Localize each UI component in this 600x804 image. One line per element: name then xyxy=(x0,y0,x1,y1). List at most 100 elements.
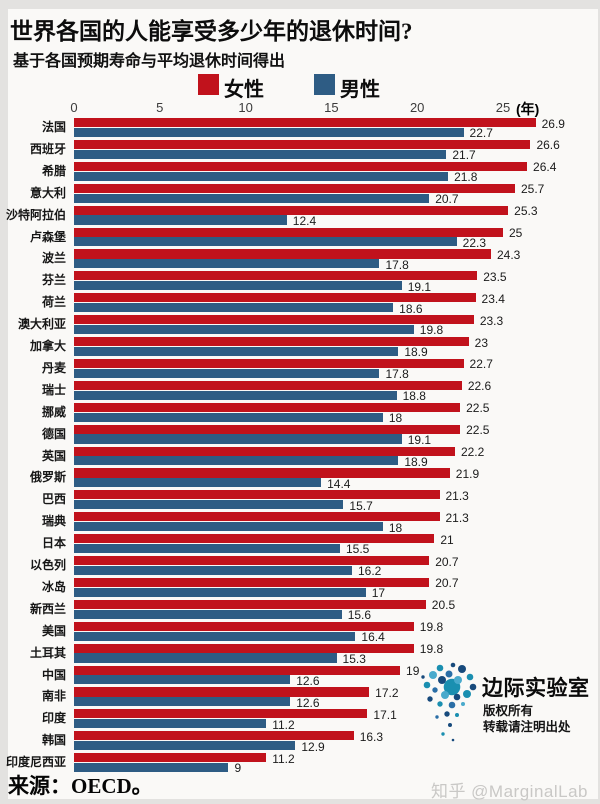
country-label: 美国 xyxy=(41,623,66,638)
bar-value-male: 18.6 xyxy=(399,301,423,316)
bar-male xyxy=(74,368,380,378)
bar-female xyxy=(74,643,414,653)
country-label: 印度 xyxy=(41,711,66,726)
country-label: 西班牙 xyxy=(29,141,66,156)
watermark-text: 知乎 @MarginalLab xyxy=(430,782,588,801)
bar-value-male: 22.3 xyxy=(462,235,487,250)
country-label: 意大利 xyxy=(29,185,66,200)
bar-female xyxy=(74,709,368,719)
country-label: 新西兰 xyxy=(29,601,66,616)
bar-value-male: 9 xyxy=(234,761,242,776)
bar-value-male: 19.1 xyxy=(407,279,432,294)
bar-value-female: 25.7 xyxy=(521,182,545,197)
bar-value-female: 11.2 xyxy=(272,751,295,766)
bar-value-female: 25 xyxy=(509,226,523,240)
bar-female xyxy=(74,402,461,412)
bar-female xyxy=(74,490,440,500)
bar-male xyxy=(74,697,291,707)
bar-male xyxy=(74,653,337,663)
bar-female xyxy=(74,599,426,609)
bar-female xyxy=(74,753,267,763)
publisher-logo: 边际实验室 版权所有 转载请注明出处 xyxy=(420,660,598,746)
country-label: 波兰 xyxy=(41,251,66,266)
bar-male xyxy=(74,478,322,488)
country-label: 法国 xyxy=(41,120,66,134)
bar-value-female: 17.2 xyxy=(375,685,399,700)
bar-value-male: 12.4 xyxy=(292,213,317,228)
bar-female xyxy=(74,512,440,522)
logo-copyright: 版权所有 xyxy=(483,704,534,718)
bar-value-male: 15.7 xyxy=(349,498,373,513)
bar-value-male: 16.2 xyxy=(357,564,382,579)
bar-value-male: 18.9 xyxy=(404,345,428,360)
bar-male xyxy=(74,259,380,269)
country-label: 印度尼西亚 xyxy=(5,755,66,770)
bar-male xyxy=(74,303,394,313)
bar-value-female: 22.7 xyxy=(469,357,493,372)
bar-value-female: 20.7 xyxy=(435,576,459,591)
bar-female xyxy=(74,687,370,697)
bar-female xyxy=(74,621,414,631)
bar-value-female: 26.9 xyxy=(541,116,565,131)
bar-value-male: 19.1 xyxy=(407,432,432,447)
country-label: 丹麦 xyxy=(41,360,66,375)
bar-value-male: 18 xyxy=(388,411,403,425)
bar-value-female: 20.7 xyxy=(435,554,459,569)
bar-male xyxy=(74,193,430,203)
country-label: 中国 xyxy=(41,667,66,682)
bar-female xyxy=(74,424,461,434)
country-label: 加拿大 xyxy=(29,339,66,353)
bar-value-male: 17 xyxy=(371,586,386,601)
logo-reprint-note: 转载请注明出处 xyxy=(483,720,571,734)
bar-female xyxy=(74,271,478,281)
bar-female xyxy=(74,139,531,150)
bar-male xyxy=(74,390,397,400)
country-label: 以色列 xyxy=(29,558,66,572)
bar-male xyxy=(74,543,340,554)
bar-value-female: 22.5 xyxy=(466,401,490,416)
country-label: 沙特阿拉伯 xyxy=(5,207,66,222)
bar-male xyxy=(74,127,464,137)
country-label: 希腊 xyxy=(41,163,66,178)
source-note: 来源：OECD。 xyxy=(8,774,153,798)
bar-value-female: 19 xyxy=(406,664,420,678)
bar-value-male: 20.7 xyxy=(435,192,459,206)
bar-male xyxy=(74,522,383,532)
bar-value-female: 19.8 xyxy=(419,620,444,635)
bar-male xyxy=(74,456,399,466)
bar-value-female: 26.4 xyxy=(533,160,557,175)
country-label: 挪威 xyxy=(41,404,66,419)
bar-value-female: 23 xyxy=(474,335,489,350)
bar-female xyxy=(74,183,515,193)
bar-value-female: 23.3 xyxy=(479,313,504,328)
bar-value-female: 19.8 xyxy=(419,642,444,657)
bar-male xyxy=(74,324,414,335)
country-label: 巴西 xyxy=(41,492,66,507)
bar-female xyxy=(74,293,476,303)
bar-male xyxy=(74,565,352,575)
bar-male xyxy=(74,719,267,729)
legend-label-female: 女性 xyxy=(224,79,264,101)
axis-tick: 10 xyxy=(238,100,253,115)
country-label: 瑞士 xyxy=(41,382,66,397)
bar-value-male: 17.8 xyxy=(385,367,409,382)
bar-value-male: 12.9 xyxy=(301,739,325,754)
country-label: 南非 xyxy=(41,689,66,704)
bar-value-female: 21.3 xyxy=(445,510,469,525)
bar-male xyxy=(74,171,449,181)
bar-male xyxy=(74,762,229,773)
bar-female xyxy=(74,468,450,478)
bar-value-female: 22.5 xyxy=(466,423,490,438)
axis-tick: 5 xyxy=(156,100,164,115)
bar-value-male: 14.4 xyxy=(327,476,351,491)
country-label: 澳大利亚 xyxy=(17,317,66,332)
country-label: 冰岛 xyxy=(41,579,66,594)
legend-swatch-male xyxy=(314,74,335,95)
bar-male xyxy=(74,741,296,751)
bar-value-female: 24.3 xyxy=(496,247,521,262)
bar-female xyxy=(74,556,430,566)
bar-value-female: 16.3 xyxy=(359,729,384,744)
bar-female xyxy=(74,315,474,325)
bar-male xyxy=(74,412,383,422)
